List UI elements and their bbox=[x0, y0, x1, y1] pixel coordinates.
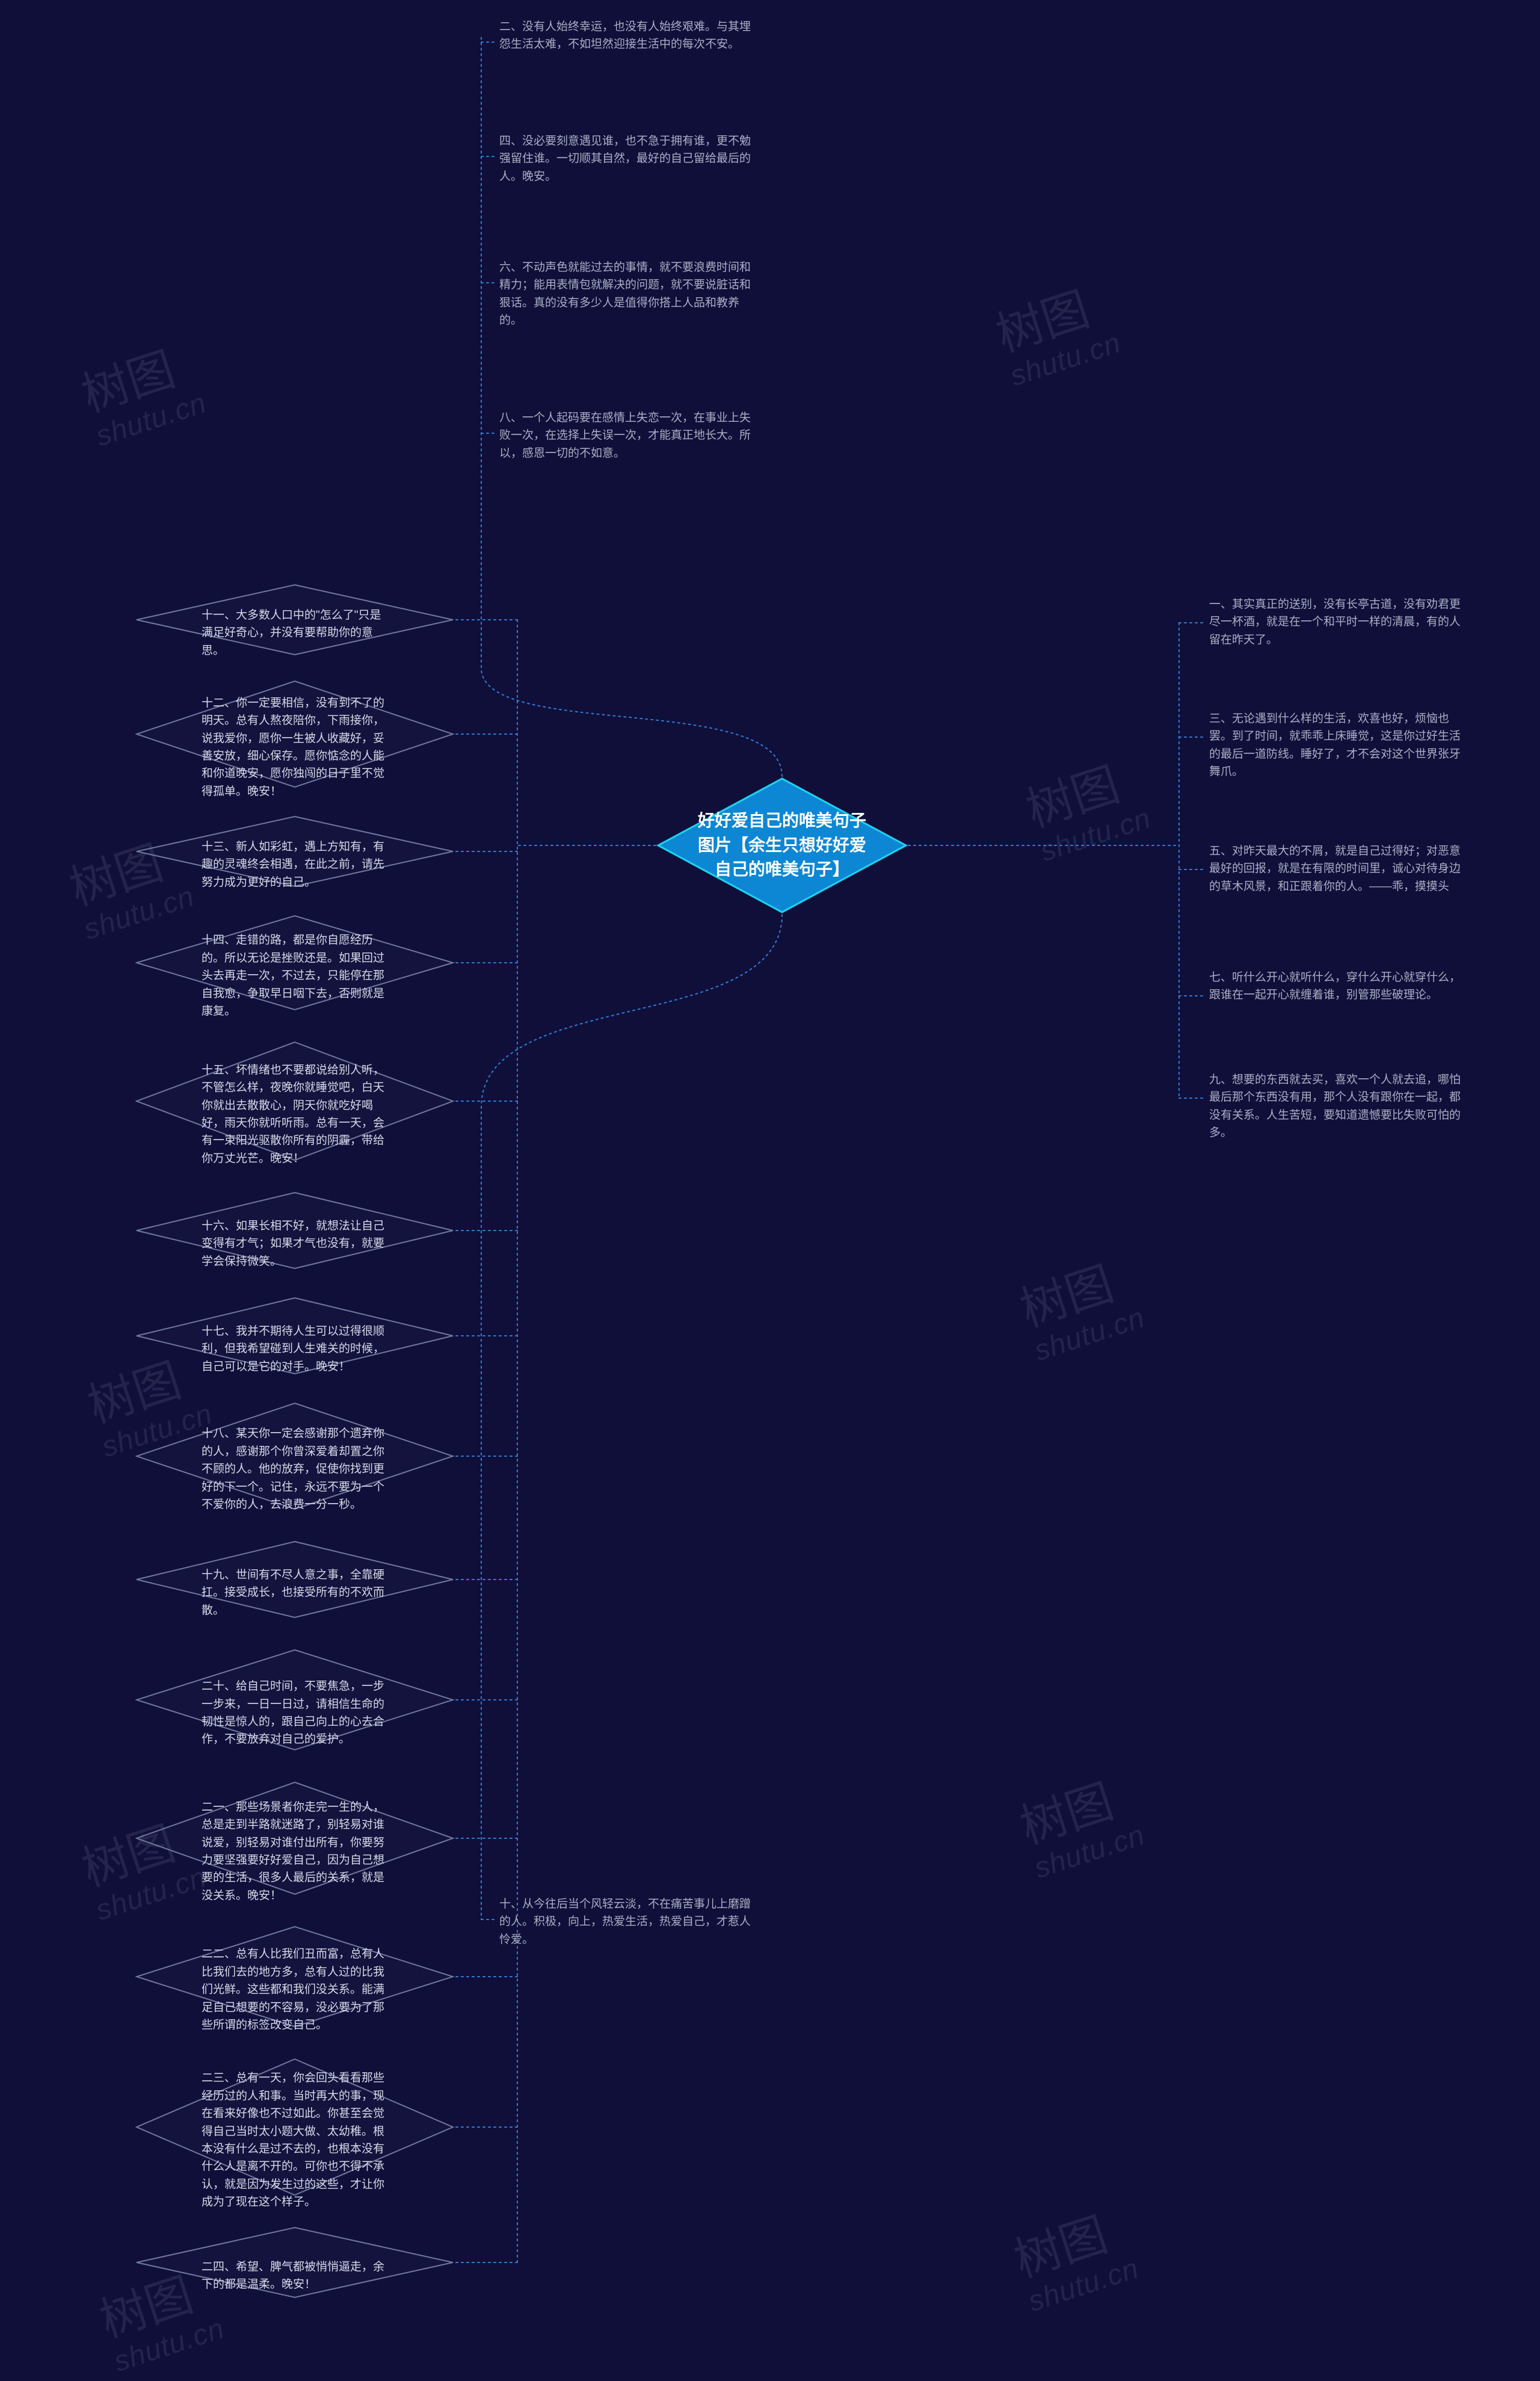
node-text: 十九、世间有不尽人意之事，全靠硬扛。接受成长，也接受所有的不欢而散。 bbox=[135, 1540, 454, 1645]
top-node-t8[interactable]: 八、一个人起码要在感情上失恋一次，在事业上失败一次，在选择上失误一次，才能真正地… bbox=[499, 409, 758, 462]
left-node-l17[interactable]: 十七、我并不期待人生可以过得很顺利，但我希望碰到人生难关的时候，自己可以是它的对… bbox=[135, 1297, 454, 1375]
node-text: 十一、大多数人口中的"怎么了"只是满足好奇心，并没有要帮助你的意思。 bbox=[135, 584, 454, 682]
right-node-r1[interactable]: 一、其实真正的送别，没有长亭古道，没有劝君更尽一杯酒，就是在一个和平时一样的清晨… bbox=[1209, 596, 1468, 649]
left-node-l13[interactable]: 十三、新人如彩虹，遇上方知有，有趣的灵魂终会相遇，在此之前，请先努力成为更好的自… bbox=[135, 815, 454, 888]
node-text: 二四、希望、脾气都被悄悄逼走，余下的都是温柔。晚安！ bbox=[135, 2226, 454, 2325]
node-text: 十三、新人如彩虹，遇上方知有，有趣的灵魂终会相遇，在此之前，请先努力成为更好的自… bbox=[135, 815, 454, 914]
left-node-l23[interactable]: 二三、总有一天，你会回头看看那些经历过的人和事。当时再大的事，现在看来好像也不过… bbox=[135, 2058, 454, 2196]
left-node-l20[interactable]: 二十、给自己时间，不要焦急，一步一步来，一日一日过，请相信生命的韧性是惊人的，跟… bbox=[135, 1649, 454, 1751]
node-text: 二二、总有人比我们丑而富，总有人比我们去的地方多，总有人过的比我们光鲜。这些都和… bbox=[135, 1925, 454, 2054]
right-node-r9[interactable]: 九、想要的东西就去买，喜欢一个人就去追，哪怕最后那个东西没有用，那个人没有跟你在… bbox=[1209, 1071, 1468, 1142]
node-text: 二十、给自己时间，不要焦急，一步一步来，一日一日过，请相信生命的韧性是惊人的，跟… bbox=[135, 1649, 454, 1777]
left-node-l19[interactable]: 十九、世间有不尽人意之事，全靠硬扛。接受成长，也接受所有的不欢而散。 bbox=[135, 1540, 454, 1619]
node-text: 十五、坏情绪也不要都说给别人听，不管怎么样，夜晚你就睡觉吧，白天你就出去散散心，… bbox=[135, 1041, 454, 1188]
node-text: 十二、你一定要相信，没有到不了的明天。总有人熬夜陪你，下雨接你，说我爱你，愿你一… bbox=[135, 680, 454, 815]
top-node-t4[interactable]: 四、没必要刻意遇见谁，也不急于拥有谁，更不勉强留住谁。一切顺其自然，最好的自己留… bbox=[499, 132, 758, 185]
right-node-r3[interactable]: 三、无论遇到什么样的生活，欢喜也好，烦恼也罢。到了时间，就乖乖上床睡觉，这是你过… bbox=[1209, 710, 1468, 781]
left-node-l24[interactable]: 二四、希望、脾气都被悄悄逼走，余下的都是温柔。晚安！ bbox=[135, 2226, 454, 2299]
node-text: 十四、走错的路，都是你自愿经历的。所以无论是挫败还是。如果回过头去再走一次，不过… bbox=[135, 915, 454, 1037]
left-node-l16[interactable]: 十六、如果长相不好，就想法让自己变得有才气；如果才气也没有，就要学会保持微笑。 bbox=[135, 1191, 454, 1270]
left-node-l14[interactable]: 十四、走错的路，都是你自愿经历的。所以无论是挫败还是。如果回过头去再走一次，不过… bbox=[135, 915, 454, 1011]
left-node-l12[interactable]: 十二、你一定要相信，没有到不了的明天。总有人熬夜陪你，下雨接你，说我爱你，愿你一… bbox=[135, 680, 454, 788]
left-node-l11[interactable]: 十一、大多数人口中的"怎么了"只是满足好奇心，并没有要帮助你的意思。 bbox=[135, 584, 454, 656]
node-text: 二一、那些场景者你走完一生的人，总是走到半路就迷路了，别轻易对谁说爱，别轻易对谁… bbox=[135, 1781, 454, 1922]
left-node-l21[interactable]: 二一、那些场景者你走完一生的人，总是走到半路就迷路了，别轻易对谁说爱，别轻易对谁… bbox=[135, 1781, 454, 1895]
node-text: 十八、某天你一定会感谢那个遗弃你的人，感谢那个你曾深爱着却置之你不顾的人。他的放… bbox=[135, 1402, 454, 1537]
left-node-l15[interactable]: 十五、坏情绪也不要都说给别人听，不管怎么样，夜晚你就睡觉吧，白天你就出去散散心，… bbox=[135, 1041, 454, 1161]
right-node-r7[interactable]: 七、听什么开心就听什么，穿什么开心就穿什么，跟谁在一起开心就缠着谁，别管那些破理… bbox=[1209, 969, 1468, 1004]
top-node-t2[interactable]: 二、没有人始终幸运，也没有人始终艰难。与其埋怨生活太难，不如坦然迎接生活中的每次… bbox=[499, 18, 758, 54]
center-node[interactable]: 好好爱自己的唯美句子图片【余生只想好好爱自己的唯美句子】 bbox=[656, 776, 908, 915]
top-node-t6[interactable]: 六、不动声色就能过去的事情，就不要浪费时间和精力；能用表情包就解决的问题，就不要… bbox=[499, 259, 758, 330]
node-text: 十七、我并不期待人生可以过得很顺利，但我希望碰到人生难关的时候，自己可以是它的对… bbox=[135, 1297, 454, 1401]
left-node-l18[interactable]: 十八、某天你一定会感谢那个遗弃你的人，感谢那个你曾深爱着却置之你不顾的人。他的放… bbox=[135, 1402, 454, 1510]
center-title: 好好爱自己的唯美句子图片【余生只想好好爱自己的唯美句子】 bbox=[656, 776, 908, 915]
node-text: 二三、总有一天，你会回头看看那些经历过的人和事。当时再大的事，现在看来好像也不过… bbox=[135, 2058, 454, 2223]
bottom-node-b10[interactable]: 十、从今往后当个风轻云淡，不在痛苦事儿上磨蹭的人。积极，向上，热爱生活，热爱自己… bbox=[499, 1895, 758, 1948]
right-node-r5[interactable]: 五、对昨天最大的不屑，就是自己过得好；对恶意最好的回报，就是在有限的时间里，诚心… bbox=[1209, 842, 1468, 895]
node-text: 十六、如果长相不好，就想法让自己变得有才气；如果才气也没有，就要学会保持微笑。 bbox=[135, 1191, 454, 1296]
left-node-l22[interactable]: 二二、总有人比我们丑而富，总有人比我们去的地方多，总有人过的比我们光鲜。这些都和… bbox=[135, 1925, 454, 2028]
